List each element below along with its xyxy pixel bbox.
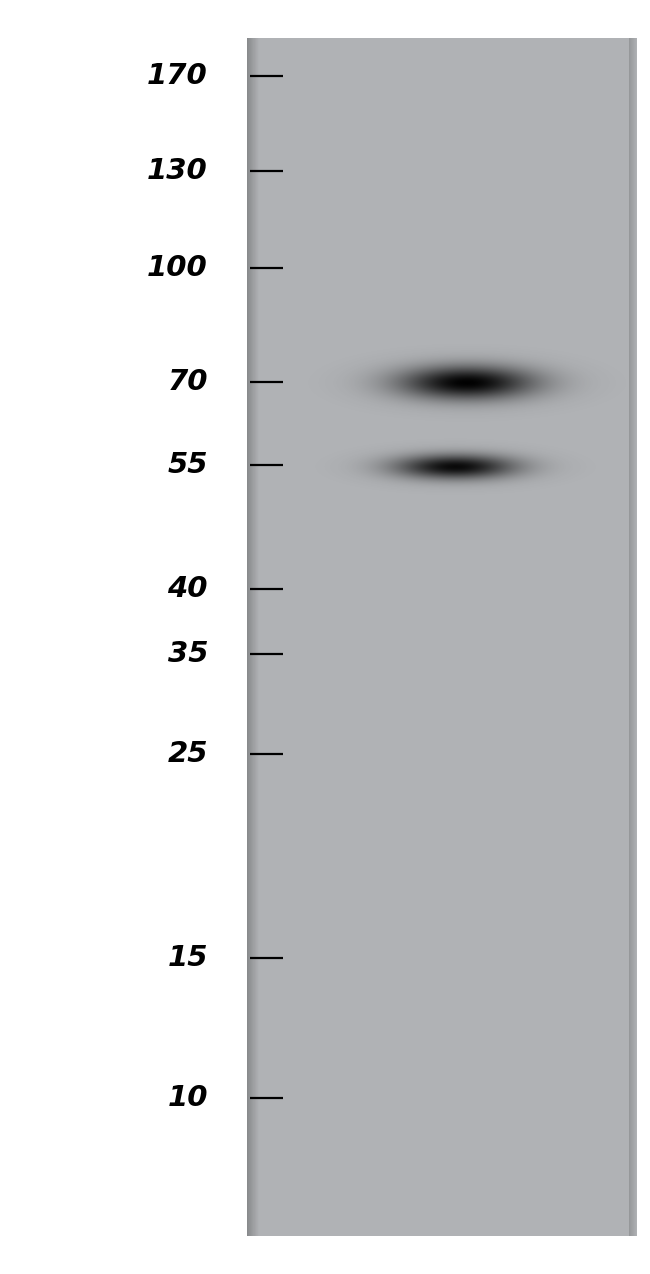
Text: 40: 40 bbox=[168, 575, 208, 603]
Text: 170: 170 bbox=[148, 62, 208, 90]
Text: 55: 55 bbox=[168, 451, 208, 479]
Text: 15: 15 bbox=[168, 944, 208, 972]
Text: 25: 25 bbox=[168, 740, 208, 768]
Text: 130: 130 bbox=[148, 157, 208, 185]
Text: 35: 35 bbox=[168, 640, 208, 668]
Text: 10: 10 bbox=[168, 1084, 208, 1112]
Text: 70: 70 bbox=[168, 368, 208, 396]
Bar bbox=[247, 38, 637, 1236]
Text: 100: 100 bbox=[148, 254, 208, 282]
